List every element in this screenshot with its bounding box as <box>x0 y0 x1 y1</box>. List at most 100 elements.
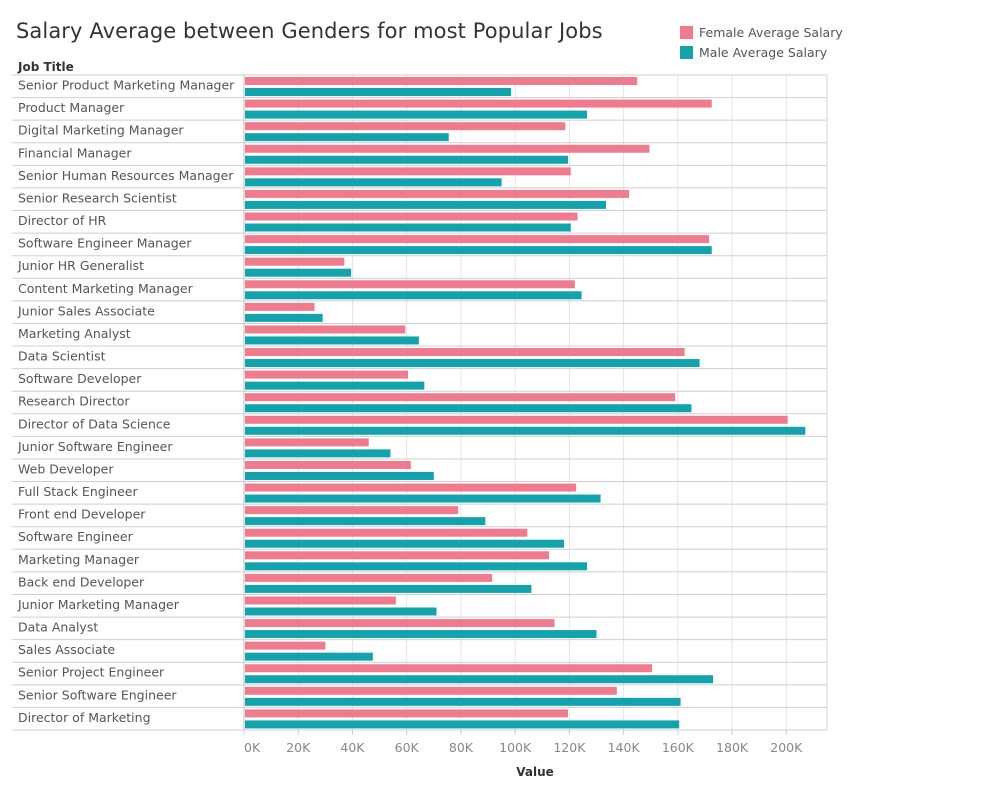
bar-female[interactable] <box>245 664 653 673</box>
bar-male[interactable] <box>245 449 391 458</box>
bar-male[interactable] <box>245 88 512 96</box>
bar-female[interactable] <box>245 167 571 176</box>
bar-female[interactable] <box>245 483 577 492</box>
bar-male[interactable] <box>245 223 571 232</box>
bar-male[interactable] <box>245 494 601 503</box>
bar-female[interactable] <box>245 551 550 560</box>
category-label: Senior Product Marketing Manager <box>18 78 235 93</box>
bar-male[interactable] <box>245 471 434 480</box>
category-label: Senior Research Scientist <box>18 190 177 205</box>
bar-male[interactable] <box>245 720 680 729</box>
category-label: Junior Sales Associate <box>17 303 155 318</box>
bar-male[interactable] <box>245 110 588 119</box>
bar-female[interactable] <box>245 709 569 718</box>
bar-female[interactable] <box>245 122 566 131</box>
bar-male[interactable] <box>245 607 437 616</box>
bar-female[interactable] <box>245 573 493 582</box>
x-tick-label: 140K <box>608 740 641 755</box>
bar-male[interactable] <box>245 291 582 300</box>
category-label: Web Developer <box>18 461 114 476</box>
bar-female[interactable] <box>245 370 409 379</box>
bar-female[interactable] <box>245 144 650 153</box>
category-label: Senior Project Engineer <box>18 665 165 680</box>
category-label: Digital Marketing Manager <box>18 123 184 138</box>
chart-title: Salary Average between Genders for most … <box>16 19 603 43</box>
bar-female[interactable] <box>245 257 345 266</box>
category-label: Senior Human Resources Manager <box>18 168 234 183</box>
category-label: Front end Developer <box>18 507 146 522</box>
bar-female[interactable] <box>245 415 788 424</box>
bar-male[interactable] <box>245 268 352 277</box>
bar-male[interactable] <box>245 539 564 548</box>
x-tick-label: 100K <box>499 740 532 755</box>
bar-female[interactable] <box>245 77 638 85</box>
bar-male[interactable] <box>245 404 692 413</box>
category-label: Research Director <box>18 394 130 409</box>
category-label: Junior Software Engineer <box>17 439 173 454</box>
bar-female[interactable] <box>245 348 685 357</box>
category-label: Marketing Manager <box>18 552 140 567</box>
category-label: Financial Manager <box>18 145 132 160</box>
bar-male[interactable] <box>245 426 806 435</box>
x-tick-label: 20K <box>286 740 311 755</box>
x-axis-label: Value <box>516 765 554 779</box>
category-label: Junior Marketing Manager <box>17 597 180 612</box>
bar-female[interactable] <box>245 686 617 695</box>
x-tick-label: 200K <box>770 740 803 755</box>
bar-female[interactable] <box>245 460 411 469</box>
bar-female[interactable] <box>245 280 575 289</box>
category-label: Back end Developer <box>18 574 145 589</box>
x-tick-label: 80K <box>449 740 474 755</box>
bar-male[interactable] <box>245 133 449 142</box>
bar-female[interactable] <box>245 596 396 605</box>
category-axis-header: Job Title <box>17 60 74 74</box>
bar-male[interactable] <box>245 155 569 164</box>
bar-male[interactable] <box>245 200 607 209</box>
bar-female[interactable] <box>245 528 528 537</box>
bars-layer <box>245 77 806 729</box>
bar-male[interactable] <box>245 313 323 322</box>
x-tick-label: 60K <box>395 740 420 755</box>
legend-label-female: Female Average Salary <box>699 24 843 40</box>
bar-female[interactable] <box>245 302 315 311</box>
bar-female[interactable] <box>245 212 578 221</box>
bar-female[interactable] <box>245 235 710 244</box>
category-label: Data Analyst <box>18 620 98 635</box>
bar-female[interactable] <box>245 393 676 402</box>
category-label: Director of HR <box>18 213 107 228</box>
legend-swatch-female <box>680 25 693 39</box>
bar-female[interactable] <box>245 438 369 447</box>
x-tick-label: 180K <box>716 740 749 755</box>
legend-label-male: Male Average Salary <box>699 44 828 60</box>
bar-male[interactable] <box>245 630 597 639</box>
x-tick-label: 0K <box>244 740 261 755</box>
bar-male[interactable] <box>245 359 700 368</box>
bar-male[interactable] <box>245 336 419 345</box>
bar-male[interactable] <box>245 652 373 661</box>
bar-male[interactable] <box>245 246 712 255</box>
ticks-layer: 0K 20K 40K 60K 80K 100K 120K 140K 160K 180K 200K <box>243 730 803 755</box>
bar-female[interactable] <box>245 506 459 515</box>
bar-male[interactable] <box>245 562 588 571</box>
bar-male[interactable] <box>245 381 425 390</box>
legend-item-female[interactable]: Female Average Salary <box>680 22 843 42</box>
x-tick-label: 160K <box>662 740 695 755</box>
bar-female[interactable] <box>245 325 406 334</box>
bar-male[interactable] <box>245 584 532 593</box>
category-label: Director of Marketing <box>18 710 151 725</box>
category-label: Junior HR Generalist <box>17 258 144 273</box>
bar-male[interactable] <box>245 675 714 684</box>
bar-female[interactable] <box>245 619 555 628</box>
bar-male[interactable] <box>245 517 486 526</box>
bar-male[interactable] <box>245 697 681 706</box>
bar-female[interactable] <box>245 99 712 108</box>
bar-female[interactable] <box>245 641 326 650</box>
bar-female[interactable] <box>245 189 630 198</box>
x-tick-label: 120K <box>553 740 586 755</box>
legend: Female Average Salary Male Average Salar… <box>680 22 843 62</box>
bar-male[interactable] <box>245 178 502 187</box>
category-label: Content Marketing Manager <box>18 281 194 296</box>
category-label: Senior Software Engineer <box>18 687 177 702</box>
legend-item-male[interactable]: Male Average Salary <box>680 42 843 62</box>
category-label: Software Engineer Manager <box>18 236 192 251</box>
